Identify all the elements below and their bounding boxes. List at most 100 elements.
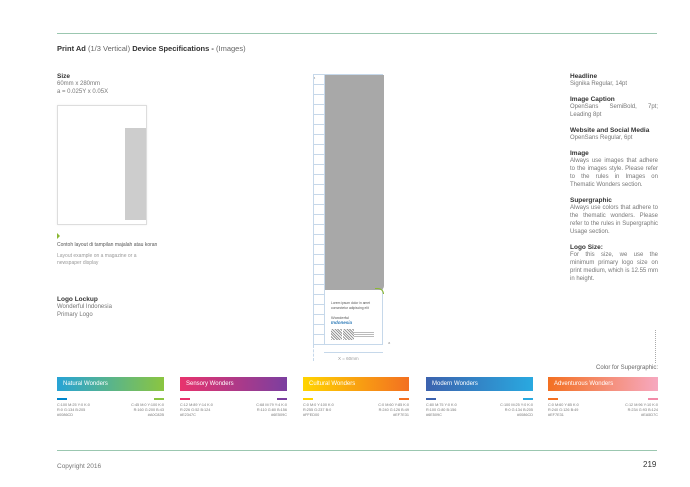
size-line2: a = 0.025Y x 0.05X	[57, 89, 109, 95]
color-spec: C:12 M:89 Y:14 K:0 R:226 G:52 B:124 #E2347…	[180, 398, 232, 419]
qr-code-icon	[343, 329, 354, 340]
width-dimension: X = 60mm	[338, 356, 359, 361]
supergraphic-swoosh	[375, 288, 384, 294]
print-ad-mockup: Lorem ipsum dolor in amet consectetur ad…	[324, 74, 384, 345]
spec-image: Image Always use images that adhere to t…	[570, 150, 658, 189]
qr-code-icon	[331, 329, 342, 340]
grid-cell	[314, 255, 324, 265]
grid-cell	[314, 335, 324, 345]
wonderful-indonesia-logo: Wonderful Indonesia	[331, 315, 352, 325]
grid-cell	[314, 195, 324, 205]
logo-lockup-block: Logo Lockup Wonderful Indonesia Primary …	[57, 296, 167, 319]
spec-text: OpenSans Regular, 6pt	[570, 135, 633, 141]
supergraphic-color-label: Color for Supergraphic:	[596, 365, 659, 371]
spec-label: Website and Social Media	[570, 127, 650, 134]
color-chip	[57, 398, 67, 400]
color-spec-line: #6E509C	[271, 413, 287, 418]
color-spec: C:45 M:0 Y:100 K:0 R:160 G:200 B:43 #A0C82…	[112, 398, 164, 419]
spec-logo-size: Logo Size: For this size, we use the min…	[570, 244, 658, 283]
color-chip	[303, 398, 313, 400]
color-spec: C:100 M:25 Y:0 K:0 R:0 G:134 B:205 #0086CD	[57, 398, 109, 419]
color-spec-line: #FFED00	[303, 413, 320, 418]
spec-website: Website and Social Media OpenSans Regula…	[570, 127, 658, 142]
color-spec: C:0 M:60 Y:85 K:0 R:240 G:126 B:49 #EF7E31	[357, 398, 409, 419]
color-spec-line: #EA5D7C	[641, 413, 658, 418]
color-chip	[648, 398, 658, 400]
size-block: Size 60mm x 280mm a = 0.025Y x 0.05X	[57, 73, 167, 96]
ad-image-placeholder	[325, 75, 384, 290]
size-line1: 60mm x 280mm	[57, 81, 101, 87]
social-text-placeholder	[354, 331, 374, 337]
page-title: Print Ad (1/3 Vertical) Device Specifica…	[57, 44, 246, 53]
logo-line1: Wonderful	[331, 315, 350, 320]
color-spec-line: C:0 M:60 Y:85 K:0	[378, 403, 409, 407]
grid-cell	[314, 185, 324, 195]
color-spec: C:12 M:96 Y:10 K:0 R:234 G:93 B:124 #EA5D7…	[606, 398, 658, 419]
swatch-cultural-wonders: Cultural Wonders	[303, 377, 409, 391]
grid-cell	[314, 155, 324, 165]
bottom-divider	[57, 450, 657, 451]
color-spec-line: C:0 M:60 Y:85 K:0	[548, 403, 579, 407]
spec-headline: Headline Signika Regular, 14pt	[570, 73, 658, 88]
color-spec-line: #6E509C	[426, 413, 442, 418]
grid-cell	[314, 85, 324, 95]
grid-cell	[314, 325, 324, 335]
swatch-row: Natural Wonders Sensory Wonders Cultural…	[57, 377, 660, 391]
color-chip	[154, 398, 164, 400]
color-chip	[277, 398, 287, 400]
grid-cell	[314, 75, 324, 85]
color-spec-line: C:68 M:79 Y:4 K:0	[256, 403, 287, 407]
grid-cell	[314, 245, 324, 255]
spec-image-caption: Image Caption OpenSans SemiBold, 7pt; Le…	[570, 96, 658, 119]
color-chip	[523, 398, 533, 400]
ad-dimension-rule	[324, 352, 383, 353]
swatch-modern-wonders: Modern Wonders	[426, 377, 533, 391]
grid-cell	[314, 165, 324, 175]
logo-line2: Indonesia	[331, 320, 353, 325]
logo-lockup-label: Logo Lockup	[57, 296, 98, 303]
color-spec-line: C:12 M:96 Y:10 K:0	[625, 403, 658, 407]
top-divider	[57, 33, 657, 34]
color-spec-line: R:240 G:126 B:49	[378, 408, 409, 413]
ad-caption: Lorem ipsum dolor in amet consectetur ad…	[331, 301, 383, 310]
color-spec-line: #EF7E31	[393, 413, 409, 418]
color-spec-line: R:100 G:80 B:156	[426, 408, 457, 413]
color-spec: C:0 M:60 Y:85 K:0 R:240 G:126 B:49 #EF7E31	[548, 398, 600, 419]
spec-text: Always use images that adhere to the ima…	[570, 158, 658, 188]
spec-text: Signika Regular, 14pt	[570, 81, 628, 87]
grid-cell	[314, 225, 324, 235]
grid-cell	[314, 275, 324, 285]
grid-cell	[314, 295, 324, 305]
color-spec-line: #0086CD	[516, 413, 533, 418]
dotted-divider	[655, 330, 656, 363]
color-chip	[180, 398, 190, 400]
grid-cell	[314, 95, 324, 105]
grid-cell	[314, 175, 324, 185]
size-label: Size	[57, 73, 71, 80]
layout-thumbnail	[57, 105, 147, 225]
color-spec-line: R:110 G:80 B:156	[256, 408, 287, 413]
spec-supergraphic: Supergraphic Always use colors that adhe…	[570, 197, 658, 236]
color-spec-line: C:80 M:75 Y:0 K:0	[426, 403, 457, 407]
color-spec: C:100 M:25 Y:0 K:0 R:0 G:134 B:205 #0086CD	[481, 398, 533, 419]
grid-cell	[314, 305, 324, 315]
color-spec-line: C:100 M:25 Y:0 K:0	[500, 403, 533, 407]
swatch-adventurous-wonders: Adventurous Wonders	[548, 377, 658, 391]
color-spec: C:80 M:75 Y:0 K:0 R:100 G:80 B:156 #6E509C	[426, 398, 478, 419]
grid-cell	[314, 135, 324, 145]
color-spec-line: C:0 M:0 Y:100 K:0	[303, 403, 334, 407]
color-spec-line: #EF7E31	[548, 413, 564, 418]
copyright: Copyright 2016	[57, 463, 102, 470]
spec-label: Image Caption	[570, 96, 615, 103]
caption-line1: Contoh layout di tampilan majalah atau k…	[57, 242, 158, 248]
logo-lockup-line2: Primary Logo	[57, 312, 93, 318]
spec-label: Headline	[570, 73, 598, 80]
ad-qr-area	[331, 329, 374, 341]
color-spec-line: #0086CD	[57, 413, 74, 418]
grid-cell	[314, 315, 324, 325]
color-spec-line: R:0 G:134 B:205	[504, 408, 533, 413]
color-spec-line: #E2347C	[180, 413, 196, 418]
grid-cell	[314, 115, 324, 125]
color-spec-line: R:226 G:52 B:124	[180, 408, 211, 413]
spec-text: Always use colors that adhere to the the…	[570, 205, 658, 235]
